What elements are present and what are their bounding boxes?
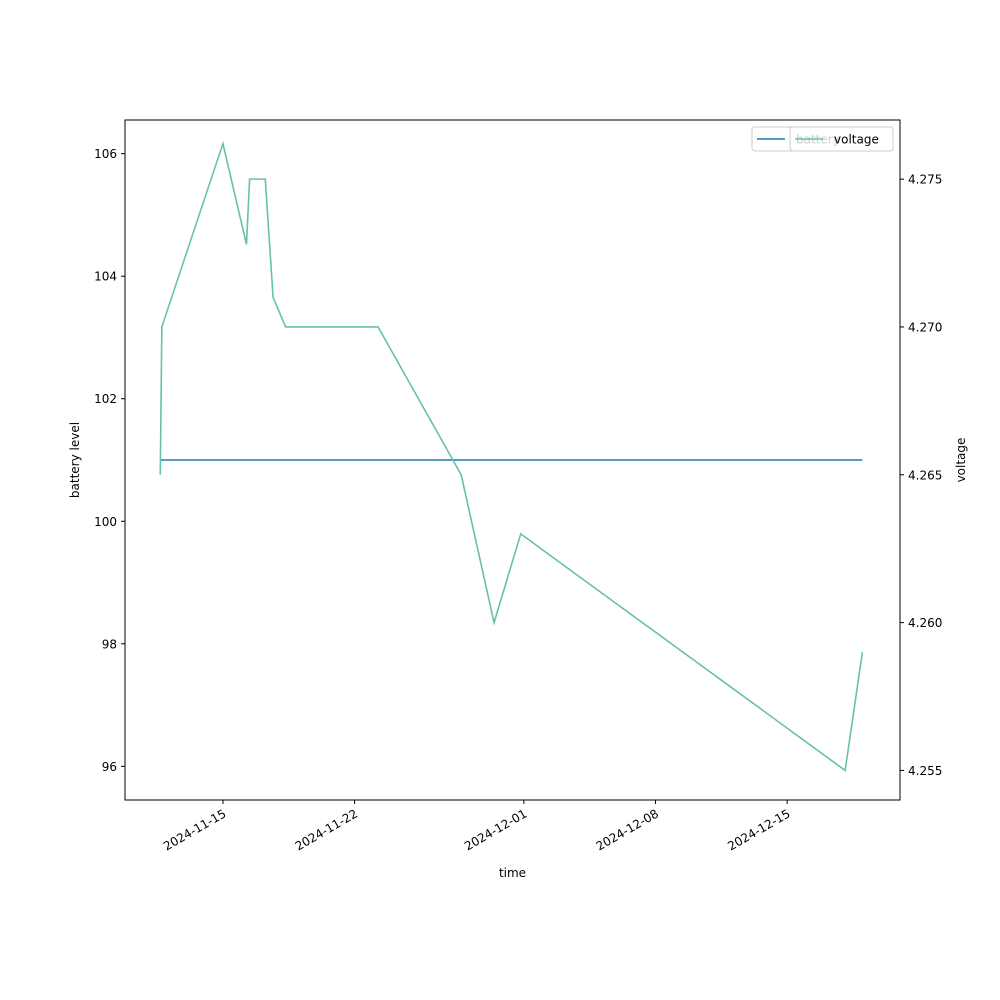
x-tick-label: 2024-12-15 [725,806,792,853]
x-tick-label: 2024-11-15 [161,806,228,853]
y-axis-right: 4.255 4.260 4.265 4.270 4.275 [900,173,942,778]
y-axis-right-label: voltage [954,438,968,483]
y-right-tick-label: 4.275 [908,173,942,187]
series-line-voltage [159,140,864,772]
y-left-tick-label: 102 [94,392,117,406]
legend-box [789,126,894,152]
y-left-tick-label: 98 [102,637,117,651]
x-tick-label: 2024-11-22 [293,806,360,853]
legend-voltage: voltage [789,126,894,152]
x-tick-label: 2024-12-08 [594,806,661,853]
plot-frame [124,119,901,801]
y-right-tick-label: 4.270 [908,320,942,334]
y-axis-left-label: battery level [68,422,82,498]
x-tick-label: 2024-12-01 [462,806,529,853]
x-axis: 2024-11-15 2024-11-22 2024-12-01 2024-12-08… [161,800,793,853]
plot-lines [159,140,864,772]
y-right-tick-label: 4.260 [908,616,942,630]
y-left-tick-label: 96 [102,760,117,774]
y-right-tick-label: 4.255 [908,764,942,778]
x-axis-label: time [499,866,526,880]
y-left-tick-label: 104 [94,270,117,284]
legend-label: voltage [834,133,879,147]
y-axis-left: 96 98 100 102 104 106 [94,147,125,774]
y-right-tick-label: 4.265 [908,468,942,482]
y-left-tick-label: 106 [94,147,117,161]
y-left-tick-label: 100 [94,515,117,529]
